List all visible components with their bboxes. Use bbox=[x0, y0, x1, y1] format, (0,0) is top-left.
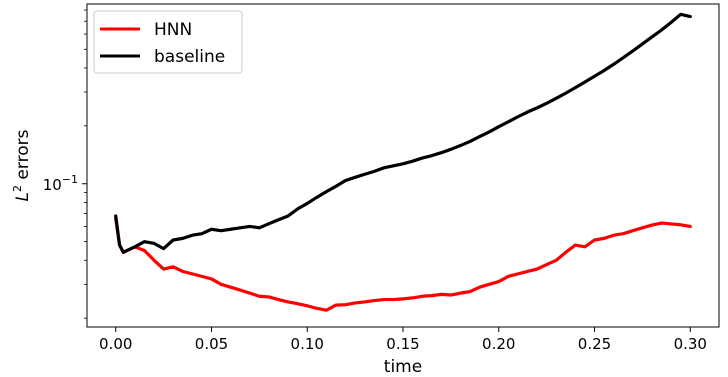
series-line-hnn bbox=[114, 216, 692, 312]
y-axis-label-superscript: 2 bbox=[11, 185, 24, 192]
plot-area bbox=[114, 12, 692, 312]
x-tick-label: 0.30 bbox=[674, 335, 707, 353]
legend-label-baseline: baseline bbox=[154, 47, 225, 67]
x-axis-label: time bbox=[384, 357, 422, 377]
y-tick-label-exponent: −1 bbox=[62, 173, 78, 186]
x-tick-label: 0.10 bbox=[291, 335, 324, 353]
x-tick-label: 0.00 bbox=[99, 335, 132, 353]
y-axis-label: L2 errors bbox=[11, 129, 33, 201]
y-axis-label-base: L bbox=[13, 192, 33, 201]
series-line-baseline bbox=[114, 12, 692, 254]
legend: HNN baseline bbox=[93, 10, 243, 74]
legend-label-hnn: HNN bbox=[154, 20, 192, 40]
ticks: 0.00 0.05 0.10 0.15 0.20 0.25 0.30 10−1 bbox=[43, 9, 707, 353]
x-tick-label: 0.25 bbox=[578, 335, 611, 353]
x-tick-label: 0.20 bbox=[482, 335, 515, 353]
y-tick-label-base: 10 bbox=[43, 176, 62, 194]
y-axis-label-rest: errors bbox=[13, 129, 33, 185]
y-tick-label: 10−1 bbox=[43, 173, 78, 194]
x-tick-label: 0.05 bbox=[195, 335, 228, 353]
x-tick-label: 0.15 bbox=[386, 335, 419, 353]
